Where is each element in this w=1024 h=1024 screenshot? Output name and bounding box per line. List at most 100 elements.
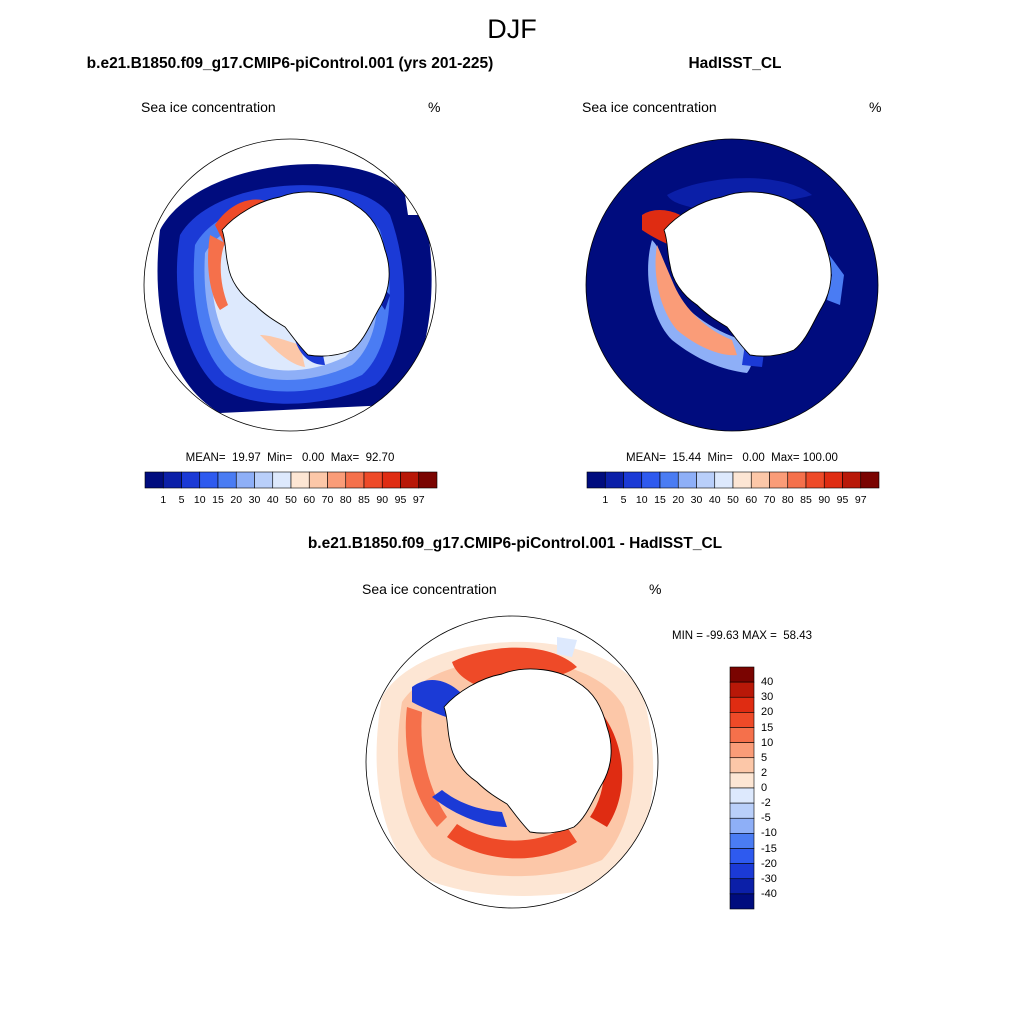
colorbar-tick-label: 80 — [339, 494, 352, 506]
colorbar-tick-label: 40 — [266, 494, 279, 506]
colorbar-tick-label: 80 — [781, 494, 794, 506]
colorbar-swatch — [290, 471, 310, 489]
colorbar-tick-label: 40 — [708, 494, 721, 506]
colorbar-swatch — [729, 787, 755, 804]
colorbar-swatch — [586, 471, 606, 489]
colorbar-swatch — [363, 471, 383, 489]
colorbar-swatch — [729, 893, 755, 910]
colorbar-model — [144, 471, 438, 489]
units-label-obs: % — [869, 99, 882, 115]
sea-ice-field-obs — [586, 139, 878, 431]
colorbar-obs — [586, 471, 880, 489]
colorbar-tick-label: 60 — [303, 494, 316, 506]
stats-model: MEAN= 19.97 Min= 0.00 Max= 92.70 — [185, 452, 395, 464]
polar-map-diff — [365, 615, 659, 909]
colorbar-tick-label: 40 — [761, 676, 774, 689]
stats-obs: MEAN= 15.44 Min= 0.00 Max= 100.00 — [626, 452, 838, 464]
colorbar-swatch — [677, 471, 697, 489]
colorbar-tick-label: 0 — [761, 782, 768, 794]
colorbar-tick-label: 30 — [690, 494, 703, 506]
colorbar-tick-label: 70 — [763, 494, 776, 506]
colorbar-tick-label: 95 — [836, 494, 849, 506]
colorbar-swatch — [823, 471, 843, 489]
panel-title-model: b.e21.B1850.f09_g17.CMIP6-piControl.001 … — [86, 55, 494, 72]
colorbar-swatch — [641, 471, 661, 489]
colorbar-swatch — [327, 471, 347, 489]
colorbar-swatch — [144, 471, 164, 489]
colorbar-swatch — [729, 863, 755, 880]
colorbar-tick-label: 2 — [761, 766, 768, 779]
colorbar-swatch — [729, 878, 755, 895]
colorbar-swatch — [729, 742, 755, 759]
colorbar-tick-label: 5 — [620, 494, 627, 506]
colorbar-tick-label: 15 — [212, 494, 224, 506]
colorbar-tick-label: 97 — [412, 494, 425, 506]
colorbar-tick-label: 20 — [761, 706, 774, 719]
colorbar-swatch — [381, 471, 401, 489]
antarctica-land-diff — [443, 668, 612, 834]
colorbar-ticks-model: 1 5 10 15 20 30 40 50 60 70 80 85 90 95 97 — [145, 494, 437, 508]
colorbar-swatch — [729, 681, 755, 698]
colorbar-swatch — [181, 471, 201, 489]
colorbar-tick-label: 70 — [321, 494, 334, 506]
colorbar-tick-label: -2 — [761, 797, 771, 810]
colorbar-tick-label: 85 — [358, 494, 370, 506]
colorbar-tick-label: 20 — [672, 494, 685, 506]
colorbar-tick-label: 5 — [178, 494, 185, 506]
sea-ice-field-diff — [366, 616, 658, 908]
colorbar-tick-label: 15 — [654, 494, 666, 506]
colorbar-swatch — [732, 471, 752, 489]
colorbar-swatch — [729, 772, 755, 789]
colorbar-tick-label: 1 — [160, 494, 167, 506]
colorbar-swatch — [345, 471, 365, 489]
colorbar-swatch — [860, 471, 880, 489]
panel-title-diff: b.e21.B1850.f09_g17.CMIP6-piControl.001 … — [307, 535, 723, 552]
colorbar-swatch — [729, 802, 755, 819]
colorbar-swatch — [750, 471, 770, 489]
colorbar-swatch — [623, 471, 643, 489]
polar-map-obs — [585, 138, 879, 432]
colorbar-tick-label: 10 — [761, 736, 774, 749]
colorbar-swatch — [729, 833, 755, 849]
colorbar-swatch — [729, 817, 755, 834]
colorbar-tick-label: 97 — [854, 494, 867, 506]
stats-diff: MIN = -99.63 MAX = 58.43 — [672, 630, 812, 642]
colorbar-tick-label: -30 — [761, 872, 777, 885]
colorbar-tick-label: -40 — [761, 887, 777, 900]
colorbar-swatch — [729, 666, 755, 683]
colorbar-swatch — [308, 471, 328, 489]
colorbar-tick-label: 10 — [193, 494, 206, 506]
colorbar-tick-label: 90 — [376, 494, 389, 506]
colorbar-tick-label: 85 — [800, 494, 812, 506]
colorbar-tick-label: 10 — [635, 494, 648, 506]
colorbar-swatch — [254, 471, 274, 489]
colorbar-swatch — [696, 471, 716, 489]
colorbar-swatch — [729, 848, 755, 864]
sea-ice-field-model — [144, 139, 436, 431]
variable-label-model: Sea ice concentration — [141, 99, 276, 115]
colorbar-swatch — [217, 471, 237, 489]
colorbar-diff — [729, 666, 755, 910]
colorbar-tick-label: -15 — [761, 842, 777, 855]
colorbar-swatch — [714, 471, 734, 489]
page-title: DJF — [487, 14, 537, 44]
colorbar-tick-label: 5 — [761, 751, 768, 764]
colorbar-tick-label: 50 — [285, 494, 297, 506]
colorbar-swatch — [729, 712, 755, 728]
colorbar-swatch — [235, 471, 255, 489]
colorbar-swatch — [604, 471, 624, 489]
colorbar-tick-label: 30 — [761, 691, 774, 704]
colorbar-tick-label: 15 — [761, 721, 774, 734]
colorbar-tick-label: -20 — [761, 857, 777, 870]
panel-title-obs: HadISST_CL — [688, 55, 782, 72]
colorbar-swatch — [729, 727, 755, 743]
antarctica-land-model — [221, 191, 390, 357]
variable-label-diff: Sea ice concentration — [362, 581, 497, 597]
variable-label-obs: Sea ice concentration — [582, 99, 717, 115]
colorbar-swatch — [787, 471, 807, 489]
polar-map-model — [143, 138, 437, 432]
colorbar-tick-label: 90 — [818, 494, 831, 506]
colorbar-swatch — [199, 471, 219, 489]
colorbar-tick-label: 95 — [394, 494, 407, 506]
colorbar-tick-label: 20 — [230, 494, 243, 506]
